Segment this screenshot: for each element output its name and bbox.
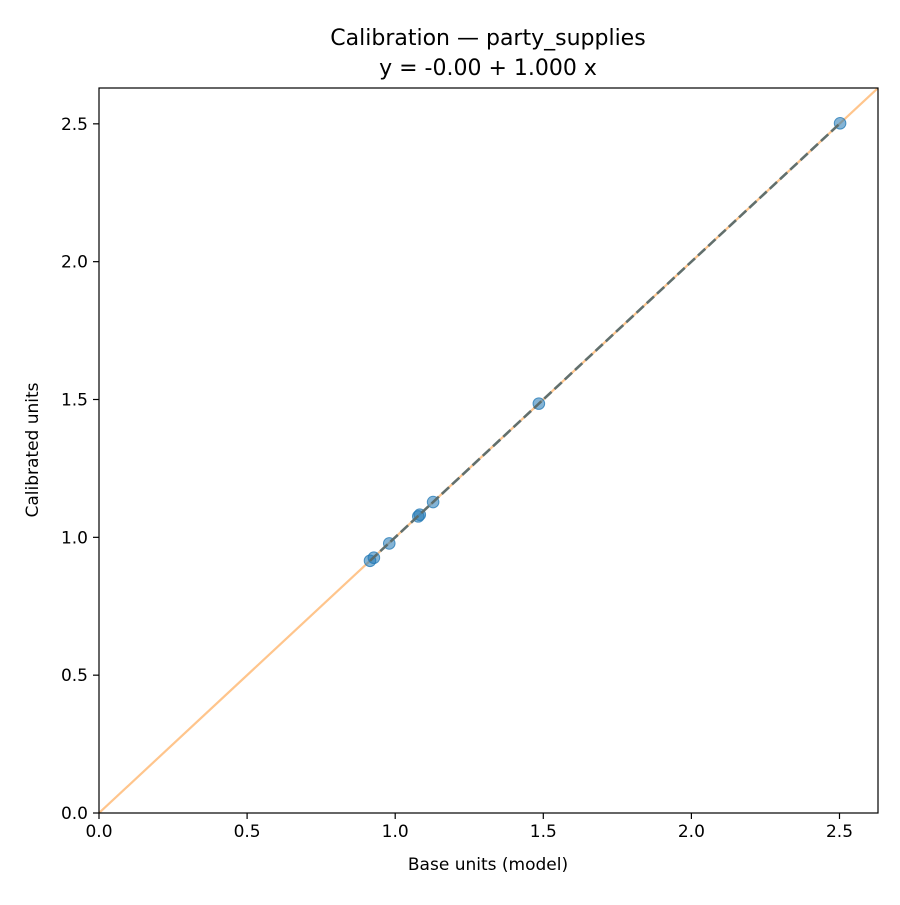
y-tick-label-4: 2.0 — [61, 253, 88, 273]
x-axis-ticks: 0.0 0.5 1.0 1.5 2.0 2.5 — [85, 813, 853, 842]
y-tick-label-5: 2.5 — [61, 115, 88, 135]
y-axis-label: Calibrated units — [23, 382, 43, 517]
plot-frame — [98, 87, 879, 814]
chart-title: Calibration — party_supplies — [330, 26, 645, 51]
y-tick-label-1: 0.5 — [61, 666, 88, 686]
fit-line — [369, 122, 841, 562]
x-tick-label-5: 2.5 — [826, 822, 853, 842]
y-tick-label-2: 1.0 — [61, 528, 88, 548]
x-tick-label-0: 0.0 — [85, 822, 112, 842]
y-tick-label-3: 1.5 — [61, 391, 88, 411]
x-tick-label-4: 2.0 — [678, 822, 705, 842]
plot-layer — [99, 88, 878, 813]
x-axis-label: Base units (model) — [408, 855, 568, 875]
x-tick-label-3: 1.5 — [530, 822, 557, 842]
x-tick-label-2: 1.0 — [382, 822, 409, 842]
chart-subtitle: y = -0.00 + 1.000 x — [379, 56, 597, 81]
x-tick-label-1: 0.5 — [234, 822, 261, 842]
y-tick-label-0: 0.0 — [61, 804, 88, 824]
y-axis-ticks: 0.0 0.5 1.0 1.5 2.0 2.5 — [61, 115, 99, 824]
